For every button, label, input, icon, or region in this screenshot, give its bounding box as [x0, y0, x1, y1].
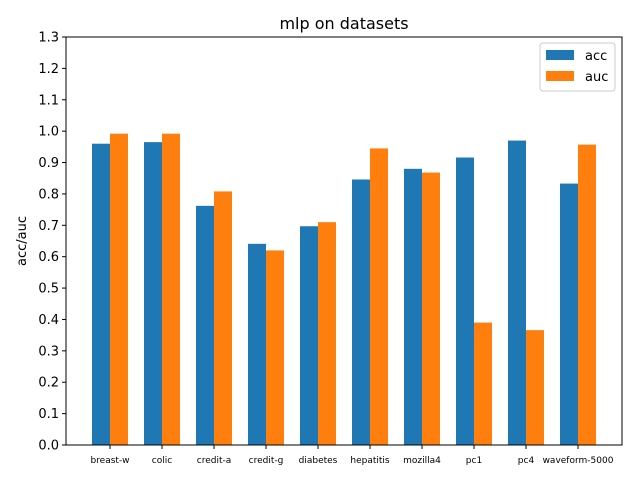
legend: acc auc: [539, 42, 616, 92]
chart-title: mlp on datasets: [279, 14, 408, 33]
legend-swatch-acc: [546, 50, 574, 60]
bar-auc-pc1: [474, 322, 492, 445]
x-tick-label: diabetes: [299, 456, 338, 466]
legend-label-auc: auc: [585, 70, 608, 85]
y-tick-label: 0.6: [38, 250, 59, 265]
bar-acc-pc4: [508, 140, 526, 446]
x-tick-label: waveform-5000: [543, 456, 614, 466]
x-tick-label: credit-a: [197, 456, 232, 466]
bar-acc-pc1: [456, 157, 474, 446]
y-tick-label: 0.5: [38, 282, 59, 297]
x-tick-label: pc1: [466, 456, 482, 466]
bar-auc-colic: [162, 133, 180, 445]
legend-label-acc: acc: [585, 49, 607, 64]
x-tick-label: colic: [152, 456, 172, 466]
x-tick-label: hepatitis: [350, 456, 390, 466]
x-ticks-group: breast-w colic credit-a credit-g diabetes hep…: [90, 445, 614, 466]
bar-acc-breast-w: [92, 143, 110, 445]
bar-acc-credit-g: [248, 243, 266, 445]
bar-acc-diabetes: [300, 226, 318, 445]
bar-auc-credit-a: [214, 191, 232, 445]
bar-auc-diabetes: [318, 222, 336, 445]
y-tick-label: 1.3: [38, 31, 59, 46]
bar-acc-colic: [144, 142, 162, 445]
legend-swatch-auc: [546, 71, 574, 81]
y-axis-label: acc/auc: [15, 216, 30, 266]
x-tick-label: pc4: [518, 456, 535, 466]
y-tick-label: 1.0: [38, 125, 59, 140]
x-tick-label: mozilla4: [403, 456, 441, 466]
y-tick-label: 0.0: [38, 439, 59, 454]
y-tick-label: 0.1: [38, 407, 59, 422]
plot-frame: [65, 36, 623, 446]
bar-auc-pc4: [526, 330, 544, 445]
x-tick-label: breast-w: [90, 456, 129, 466]
bar-auc-breast-w: [110, 133, 128, 445]
y-tick-label: 0.3: [38, 344, 59, 359]
bar-acc-mozilla4: [404, 168, 422, 446]
y-tick-label: 1.1: [38, 93, 59, 108]
bar-auc-hepatitis: [370, 148, 388, 445]
y-tick-label: 0.4: [38, 313, 59, 328]
y-tick-label: 0.9: [38, 156, 59, 171]
bar-auc-credit-g: [266, 250, 284, 445]
y-tick-label: 1.2: [38, 62, 59, 77]
y-tick-label: 0.8: [38, 187, 59, 202]
bar-auc-waveform-5000: [578, 144, 596, 445]
bar-acc-hepatitis: [352, 179, 370, 446]
y-tick-label: 0.7: [38, 219, 59, 234]
bar-auc-mozilla4: [422, 172, 440, 445]
bars-group: [92, 133, 596, 446]
bar-acc-waveform-5000: [560, 183, 578, 445]
y-tick-label: 0.2: [38, 376, 59, 391]
x-tick-label: credit-g: [249, 456, 284, 466]
bar-acc-credit-a: [196, 205, 214, 445]
y-ticks-group: 0.0 0.1 0.2 0.3 0.4 0.5 0.6 0.7 0.8 0.9 1.0 1.1 1.2 1…: [38, 31, 66, 454]
